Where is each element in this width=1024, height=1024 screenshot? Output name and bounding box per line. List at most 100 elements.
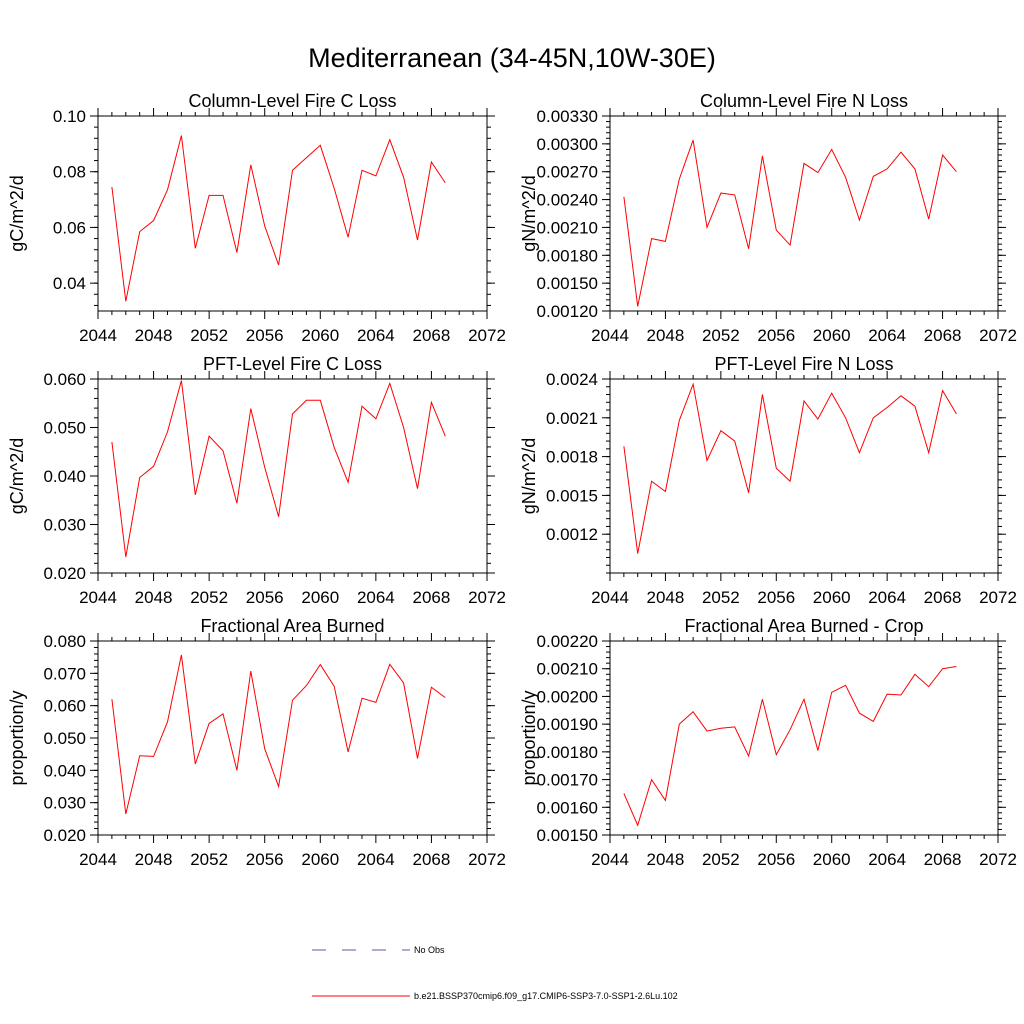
x-tick-label: 2072 [468, 850, 506, 869]
y-tick-label: 0.00160 [537, 798, 598, 817]
y-tick-label: 0.0024 [546, 370, 598, 389]
x-tick-label: 2056 [757, 588, 795, 607]
legend-obs-label: No Obs [414, 945, 445, 955]
x-tick-label: 2068 [413, 850, 451, 869]
y-tick-label: 0.00180 [537, 743, 598, 762]
y-tick-label: 0.0015 [546, 486, 598, 505]
y-axis-label: gN/m^2/d [519, 438, 539, 514]
x-tick-label: 2056 [246, 326, 284, 345]
chart-panel: Fractional Area Burned proportion/y 2044 20… [7, 616, 506, 869]
y-tick-label: 0.0012 [546, 525, 598, 544]
y-tick-label: 0.00190 [537, 715, 598, 734]
y-tick-label: 0.00180 [537, 246, 598, 265]
y-axis-label: proportion/y [7, 690, 27, 785]
x-tick-label: 2060 [301, 326, 339, 345]
series-line [623, 666, 957, 827]
x-tick-label: 2068 [924, 326, 962, 345]
x-tick-label: 2064 [868, 326, 906, 345]
x-tick-label: 2044 [79, 850, 117, 869]
x-tick-label: 2064 [868, 850, 906, 869]
panel-title: Fractional Area Burned - Crop [684, 616, 923, 636]
x-tick-label: 2072 [979, 326, 1017, 345]
y-tick-label: 0.0018 [546, 448, 598, 467]
x-tick-label: 2048 [647, 850, 685, 869]
y-tick-label: 0.00170 [537, 771, 598, 790]
legend: No Obs b.e21.BSSP370cmip6.f09_g17.CMIP6-… [312, 945, 678, 1001]
x-tick-label: 2072 [468, 326, 506, 345]
panels: Column-Level Fire C Loss gC/m^2/d 2044 2048… [7, 91, 1017, 869]
legend-model-label: b.e21.BSSP370cmip6.f09_g17.CMIP6-SSP3-7.… [414, 991, 678, 1001]
y-tick-label: 0.060 [43, 697, 86, 716]
plot-frame [97, 378, 488, 574]
y-tick-label: 0.060 [43, 370, 86, 389]
series-line [623, 382, 957, 554]
x-tick-label: 2052 [702, 850, 740, 869]
y-tick-label: 0.00330 [537, 107, 598, 126]
x-tick-label: 2056 [757, 850, 795, 869]
panel-title: Fractional Area Burned [200, 616, 384, 636]
x-tick-label: 2068 [413, 326, 451, 345]
chart-panel: PFT-Level Fire N Loss gN/m^2/d 2044 2048 205… [519, 354, 1017, 607]
x-tick-label: 2048 [647, 588, 685, 607]
x-tick-label: 2048 [135, 588, 173, 607]
x-tick-label: 2052 [702, 326, 740, 345]
y-tick-label: 0.00220 [537, 632, 598, 651]
y-axis-label: gN/m^2/d [519, 175, 539, 251]
y-tick-label: 0.06 [53, 218, 86, 237]
chart-panel: Column-Level Fire N Loss gN/m^2/d 2044 2048… [519, 91, 1017, 345]
x-tick-label: 2068 [413, 588, 451, 607]
x-tick-label: 2052 [190, 850, 228, 869]
series-line [111, 654, 446, 815]
x-tick-label: 2052 [190, 326, 228, 345]
y-tick-label: 0.050 [43, 419, 86, 438]
x-tick-label: 2048 [135, 326, 173, 345]
x-tick-label: 2044 [591, 326, 629, 345]
y-tick-label: 0.04 [53, 274, 86, 293]
x-tick-label: 2072 [979, 850, 1017, 869]
y-tick-label: 0.00150 [537, 274, 598, 293]
x-tick-label: 2064 [868, 588, 906, 607]
x-tick-label: 2064 [357, 588, 395, 607]
chart-panel: Column-Level Fire C Loss gC/m^2/d 2044 2048… [7, 91, 506, 345]
x-tick-label: 2056 [246, 588, 284, 607]
y-axis-label: proportion/y [519, 690, 539, 785]
plot-frame [609, 640, 999, 836]
y-tick-label: 0.00150 [537, 826, 598, 845]
y-tick-label: 0.020 [43, 826, 86, 845]
y-tick-label: 0.00200 [537, 687, 598, 706]
x-tick-label: 2064 [357, 850, 395, 869]
plot-frame [609, 115, 999, 312]
x-tick-label: 2072 [979, 588, 1017, 607]
x-tick-label: 2048 [647, 326, 685, 345]
panel-title: Column-Level Fire N Loss [700, 91, 908, 111]
x-tick-label: 2044 [79, 588, 117, 607]
x-tick-label: 2068 [924, 588, 962, 607]
y-tick-label: 0.030 [43, 794, 86, 813]
x-tick-label: 2064 [357, 326, 395, 345]
series-line [111, 380, 446, 558]
y-tick-label: 0.080 [43, 632, 86, 651]
y-axis-label: gC/m^2/d [7, 175, 27, 251]
y-tick-label: 0.00300 [537, 135, 598, 154]
x-tick-label: 2056 [246, 850, 284, 869]
y-tick-label: 0.00210 [537, 218, 598, 237]
x-tick-label: 2060 [301, 588, 339, 607]
x-tick-label: 2044 [591, 588, 629, 607]
chart-panel: Fractional Area Burned - Crop proportion/… [519, 616, 1017, 869]
y-tick-label: 0.030 [43, 516, 86, 535]
y-tick-label: 0.08 [53, 163, 86, 182]
y-tick-label: 0.020 [43, 564, 86, 583]
series-line [111, 135, 446, 302]
x-tick-label: 2052 [702, 588, 740, 607]
x-tick-label: 2056 [757, 326, 795, 345]
x-tick-label: 2060 [813, 326, 851, 345]
y-tick-label: 0.10 [53, 107, 86, 126]
chart-panel: PFT-Level Fire C Loss gC/m^2/d 2044 2048 205… [7, 354, 506, 607]
series-line [623, 139, 957, 307]
panel-title: Column-Level Fire C Loss [188, 91, 396, 111]
y-axis-label: gC/m^2/d [7, 438, 27, 514]
plot-frame [97, 640, 488, 836]
y-tick-label: 0.070 [43, 664, 86, 683]
x-tick-label: 2048 [135, 850, 173, 869]
y-tick-label: 0.040 [43, 761, 86, 780]
